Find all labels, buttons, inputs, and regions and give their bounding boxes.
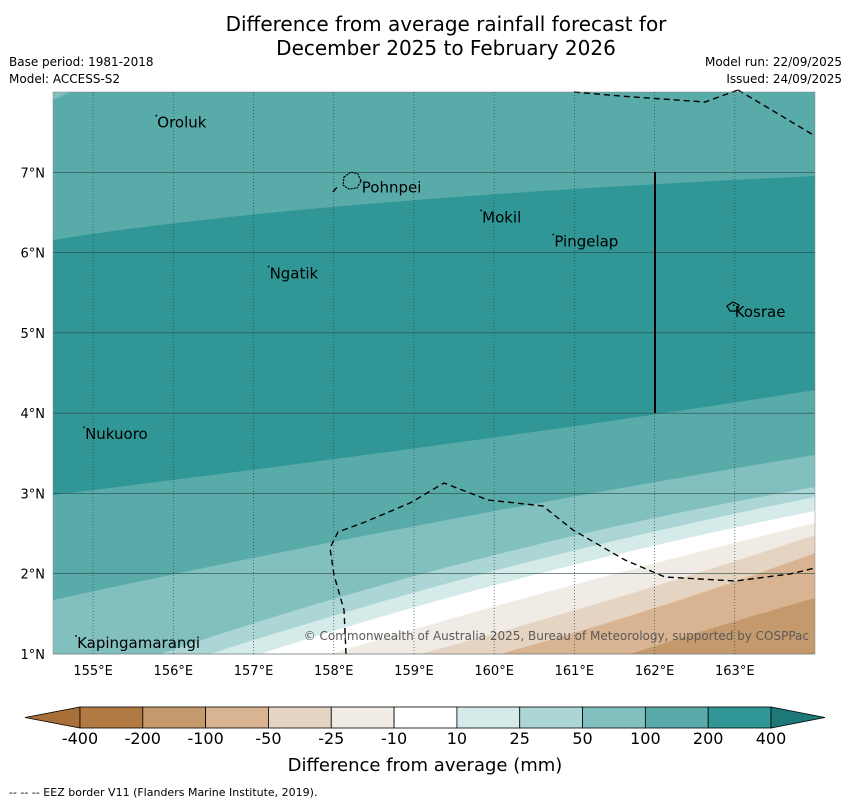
place-label-nukuoro: Nukuoro <box>85 425 148 443</box>
colorbar-label: Difference from average (mm) <box>287 755 563 776</box>
colorbar-swatch <box>393 706 458 729</box>
base-period: Base period: 1981-2018 <box>9 55 154 69</box>
colorbar-tick-label: 50 <box>572 729 593 748</box>
place-marker <box>552 233 555 236</box>
colorbar-swatch <box>268 706 332 729</box>
lon-tick-label: 161°E <box>555 664 595 679</box>
colorbar-tick-label: -400 <box>61 729 99 748</box>
place-marker <box>359 179 362 182</box>
place-label-kapingamarangi: Kapingamarangi <box>77 634 200 652</box>
eez-borders <box>329 89 816 655</box>
lon-tick-label: 162°E <box>635 664 675 679</box>
eez-legend-note: -- -- -- EEZ border V11 (Flanders Marine… <box>9 786 318 799</box>
place-marker <box>480 209 483 212</box>
kosrae-island <box>726 301 740 312</box>
pohnpei-island <box>342 171 362 190</box>
lat-tick-label: 3°N <box>21 487 46 502</box>
place-marker <box>83 426 85 429</box>
chart-title: Difference from average rainfall forecas… <box>0 12 850 60</box>
colorbar-tick-label: 10 <box>446 729 468 748</box>
eez-border-pohnpei <box>332 185 339 193</box>
place-label-oroluk: Oroluk <box>157 114 206 132</box>
colorbar-tick-label: 400 <box>755 729 787 748</box>
colorbar-swatch <box>707 706 772 729</box>
model-name: Model: ACCESS-S2 <box>9 72 121 86</box>
lon-tick-label: 158°E <box>314 664 354 679</box>
colorbar-swatch <box>205 706 269 729</box>
colorbar-swatch <box>456 706 521 729</box>
band-200-400 <box>53 176 815 495</box>
band-50-100-corner <box>53 92 70 100</box>
colorbar-tick-label: -200 <box>124 729 161 748</box>
model-run: Model run: 22/09/2025 <box>704 55 842 69</box>
place-label-ngatik: Ngatik <box>270 265 319 283</box>
place-label-kosrae: Kosrae <box>735 303 786 321</box>
colorbar-tick-label: 100 <box>630 729 661 748</box>
colorbar-tick-label: 25 <box>509 729 530 748</box>
colorbar-extend-low <box>24 706 81 729</box>
longitude-labels: 155°E 156°E 157°E 158°E 159°E 160°E 161°E 162°E… <box>73 664 754 679</box>
place-marker <box>267 265 270 268</box>
copyright-text: © Commonwealth of Australia 2025, Bureau… <box>304 629 809 643</box>
lat-tick-label: 6°N <box>21 247 46 262</box>
colorbar-tick-label: 200 <box>692 729 724 748</box>
band-neg200-neg100 <box>630 598 815 654</box>
colorbar-ticks: -400 -200 -100 -50 -25 -10 10 25 50 100 200 400 <box>0 729 850 751</box>
map-frame <box>52 91 816 655</box>
place-label-pohnpei: Pohnpei <box>362 179 422 197</box>
colorbar-tick-label: -100 <box>187 729 224 748</box>
lat-tick-label: 7°N <box>21 166 46 181</box>
colorbar-swatch <box>330 706 395 729</box>
map-bands <box>53 92 815 654</box>
lon-tick-label: 163°E <box>715 664 755 679</box>
lon-tick-label: 157°E <box>234 664 274 679</box>
place-labels: Oroluk Pohnpei Mokil Pingelap Ngatik Kosrae Nu… <box>75 114 785 652</box>
colorbar-swatch <box>519 706 583 729</box>
colorbar-swatch <box>142 706 207 729</box>
meta-right: Model run: 22/09/2025 Issued: 24/09/2025 <box>705 54 842 88</box>
colorbar-swatch <box>644 706 709 729</box>
lat-tick-label: 5°N <box>21 327 46 342</box>
eez-border-south <box>329 482 816 655</box>
colorbar-swatch <box>79 706 144 729</box>
latitude-labels: 1°N 2°N 3°N 4°N 5°N 6°N 7°N <box>21 166 46 663</box>
lon-tick-label: 155°E <box>73 664 113 679</box>
lon-tick-label: 156°E <box>154 664 194 679</box>
eez-border-north <box>573 89 739 103</box>
colorbar <box>24 706 826 729</box>
lat-tick-label: 1°N <box>21 648 46 663</box>
eez-border-northeast <box>737 89 816 137</box>
issued-date: Issued: 24/09/2025 <box>726 72 842 86</box>
place-label-pingelap: Pingelap <box>554 233 618 251</box>
title-line-1: Difference from average rainfall forecas… <box>225 12 667 36</box>
place-marker <box>155 114 158 117</box>
colorbar-swatch <box>582 706 646 729</box>
place-label-mokil: Mokil <box>482 208 521 226</box>
lon-tick-label: 159°E <box>394 664 434 679</box>
colorbar-extend-high <box>770 706 826 729</box>
colorbar-tick-label: -50 <box>255 729 282 748</box>
title-line-2: December 2025 to February 2026 <box>276 36 616 60</box>
lat-tick-label: 4°N <box>21 407 46 422</box>
lon-tick-label: 160°E <box>474 664 514 679</box>
place-marker <box>732 304 735 307</box>
meta-left: Base period: 1981-2018 Model: ACCESS-S2 <box>9 54 154 88</box>
lat-tick-label: 2°N <box>21 568 46 583</box>
place-marker <box>75 635 77 637</box>
colorbar-tick-label: -10 <box>381 729 408 748</box>
colorbar-tick-label: -25 <box>318 729 345 748</box>
